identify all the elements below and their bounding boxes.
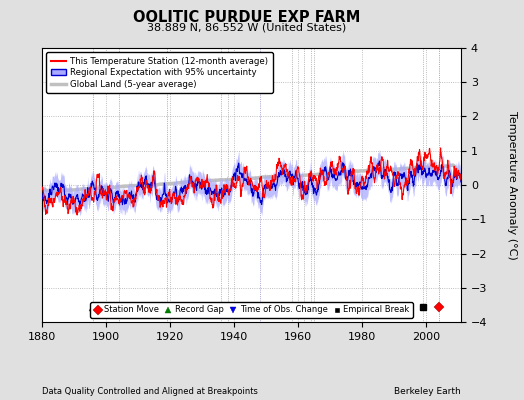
Text: Data Quality Controlled and Aligned at Breakpoints: Data Quality Controlled and Aligned at B… — [42, 387, 258, 396]
Y-axis label: Temperature Anomaly (°C): Temperature Anomaly (°C) — [507, 111, 517, 259]
Legend: Station Move, Record Gap, Time of Obs. Change, Empirical Break: Station Move, Record Gap, Time of Obs. C… — [90, 302, 413, 318]
Text: OOLITIC PURDUE EXP FARM: OOLITIC PURDUE EXP FARM — [133, 10, 360, 25]
Text: 38.889 N, 86.552 W (United States): 38.889 N, 86.552 W (United States) — [147, 22, 346, 32]
Text: Berkeley Earth: Berkeley Earth — [395, 387, 461, 396]
